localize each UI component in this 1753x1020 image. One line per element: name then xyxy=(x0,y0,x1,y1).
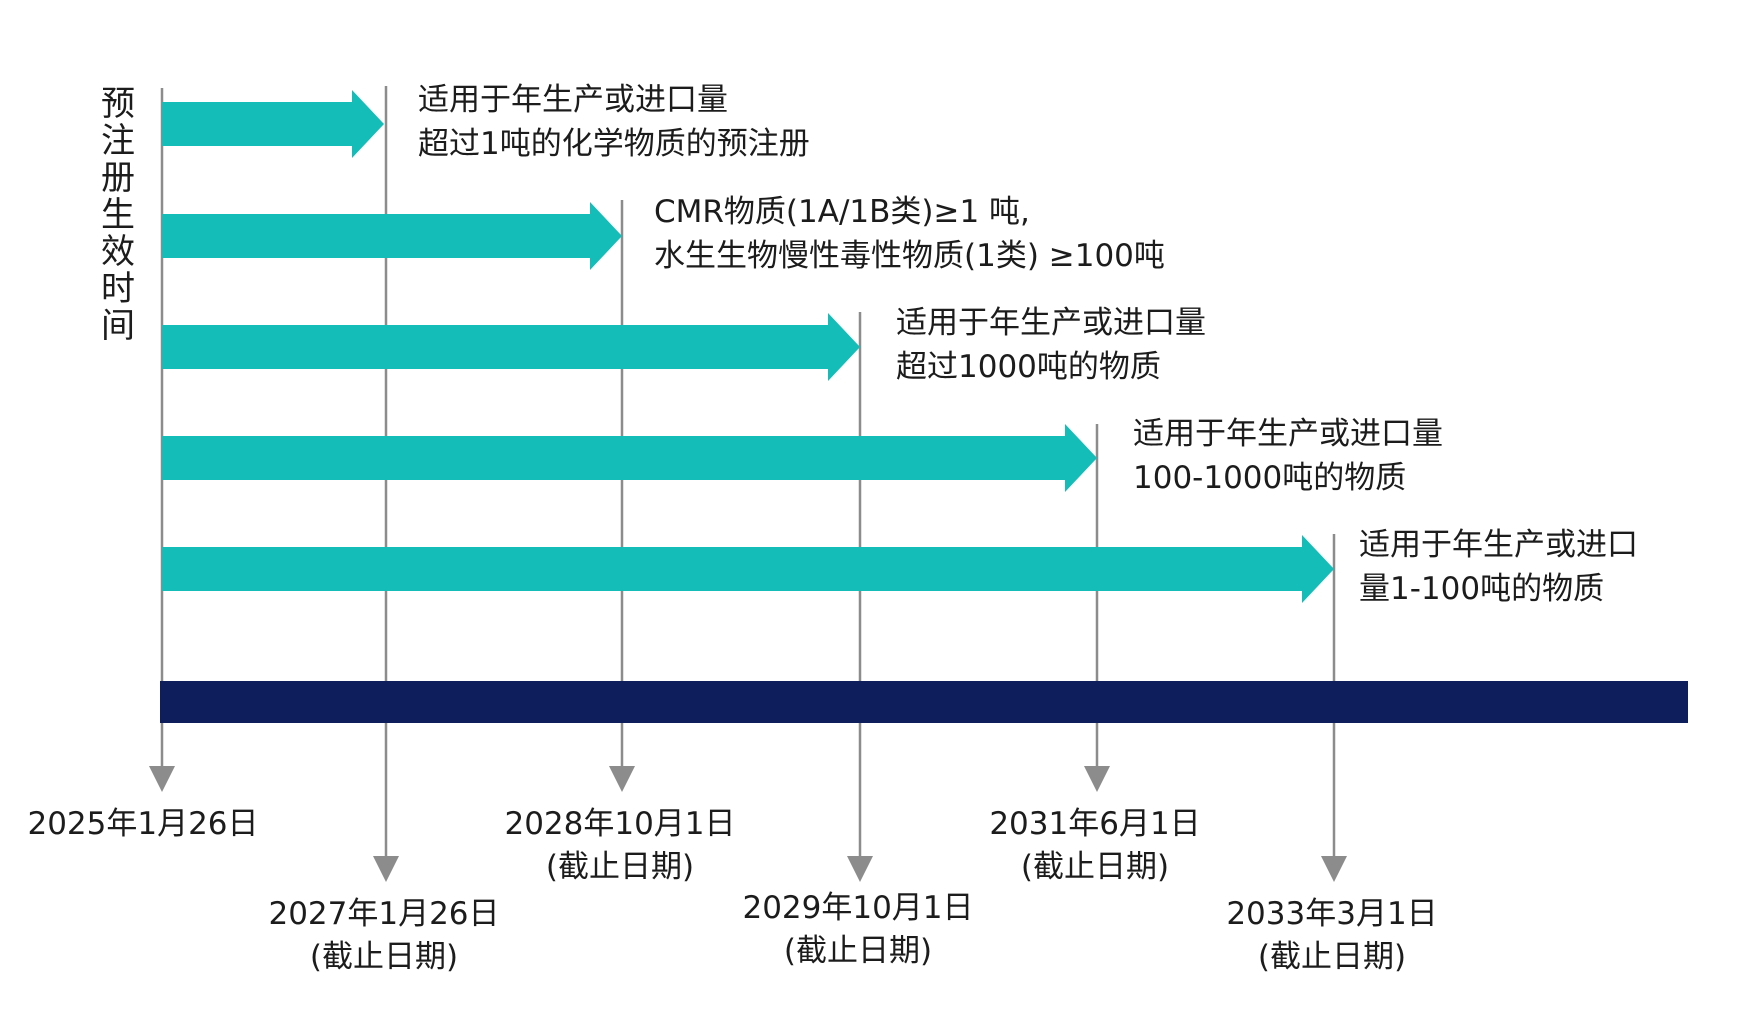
guide-arrowhead-2028 xyxy=(609,766,635,792)
phase-label-4-line2: 100-1000吨的物质 xyxy=(1133,460,1407,496)
timeline-bar xyxy=(160,681,1688,723)
guide-arrowhead-2029 xyxy=(847,856,873,882)
phase-label-1-line1: 适用于年生产或进口量 xyxy=(418,82,728,118)
phase-arrow-1 xyxy=(162,90,384,158)
guide-arrowhead-2025 xyxy=(149,766,175,792)
phase-label-5-line2: 量1-100吨的物质 xyxy=(1359,571,1605,607)
date-label-2028: 2028年10月1日 (截止日期) xyxy=(504,803,735,889)
date-label-2025: 2025年1月26日 xyxy=(27,803,258,846)
phase-label-2: CMR物质(1A/1B类)≥1 吨, 水生生物慢性毒性物质(1类) ≥100吨 xyxy=(654,190,1165,278)
note-2029: (截止日期) xyxy=(783,933,933,969)
phase-label-3: 适用于年生产或进口量 超过1000吨的物质 xyxy=(896,301,1206,389)
date-2025: 2025年1月26日 xyxy=(27,806,259,842)
date-2028: 2028年10月1日 xyxy=(504,806,736,842)
guide-arrowhead-2027 xyxy=(373,856,399,882)
phase-arrow-3 xyxy=(162,313,860,381)
date-2029: 2029年10月1日 xyxy=(742,890,974,926)
date-2031: 2031年6月1日 xyxy=(989,806,1201,842)
phase-label-2-line2: 水生生物慢性毒性物质(1类) ≥100吨 xyxy=(654,238,1165,274)
phase-label-4: 适用于年生产或进口量 100-1000吨的物质 xyxy=(1133,412,1443,500)
phase-label-1-line2: 超过1吨的化学物质的预注册 xyxy=(418,126,810,162)
axis-label: 预注册生效时间 xyxy=(101,84,135,346)
phase-label-3-line2: 超过1000吨的物质 xyxy=(896,349,1161,385)
guide-arrowhead-2031 xyxy=(1084,766,1110,792)
phase-arrow-4 xyxy=(162,424,1097,492)
phase-label-4-line1: 适用于年生产或进口量 xyxy=(1133,416,1443,452)
phase-arrow-2 xyxy=(162,202,622,270)
date-2033: 2033年3月1日 xyxy=(1226,896,1438,932)
date-label-2027: 2027年1月26日 (截止日期) xyxy=(268,893,499,979)
phase-label-2-line1: CMR物质(1A/1B类)≥1 吨, xyxy=(654,194,1030,230)
note-2027: (截止日期) xyxy=(309,939,459,975)
date-2027: 2027年1月26日 xyxy=(268,896,500,932)
phase-label-5-line1: 适用于年生产或进口 xyxy=(1359,527,1638,563)
phase-label-3-line1: 适用于年生产或进口量 xyxy=(896,305,1206,341)
date-label-2031: 2031年6月1日 (截止日期) xyxy=(989,803,1200,889)
note-2028: (截止日期) xyxy=(545,849,695,885)
guide-arrowhead-2033 xyxy=(1321,856,1347,882)
phase-label-5: 适用于年生产或进口 量1-100吨的物质 xyxy=(1359,523,1638,611)
date-label-2033: 2033年3月1日 (截止日期) xyxy=(1226,893,1437,979)
date-label-2029: 2029年10月1日 (截止日期) xyxy=(742,887,973,973)
note-2031: (截止日期) xyxy=(1020,849,1170,885)
note-2033: (截止日期) xyxy=(1257,939,1407,975)
phase-arrow-5 xyxy=(162,535,1334,603)
phase-label-1: 适用于年生产或进口量 超过1吨的化学物质的预注册 xyxy=(418,78,810,166)
